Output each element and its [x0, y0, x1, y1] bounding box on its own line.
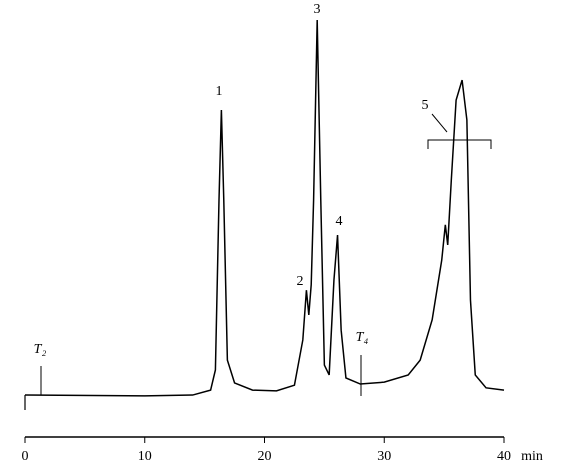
peak-label: 1	[216, 84, 223, 99]
x-tick-label: 40	[497, 449, 511, 464]
peak-label: 3	[314, 2, 321, 17]
x-tick-label: 20	[258, 449, 272, 464]
x-axis-label: min	[521, 449, 543, 464]
trace	[24, 19, 505, 397]
peak-label: 5	[422, 98, 429, 113]
peak-label: 4	[336, 214, 343, 229]
x-tick-label: 10	[138, 449, 152, 464]
peak-bracket	[427, 139, 492, 149]
x-tick-label: 30	[377, 449, 391, 464]
peak-label: T₄	[356, 330, 369, 345]
leader-line	[431, 113, 448, 133]
peak-label: 2	[297, 274, 304, 289]
x-tick-label: 0	[22, 449, 29, 464]
peak-label: T₂	[34, 342, 47, 357]
